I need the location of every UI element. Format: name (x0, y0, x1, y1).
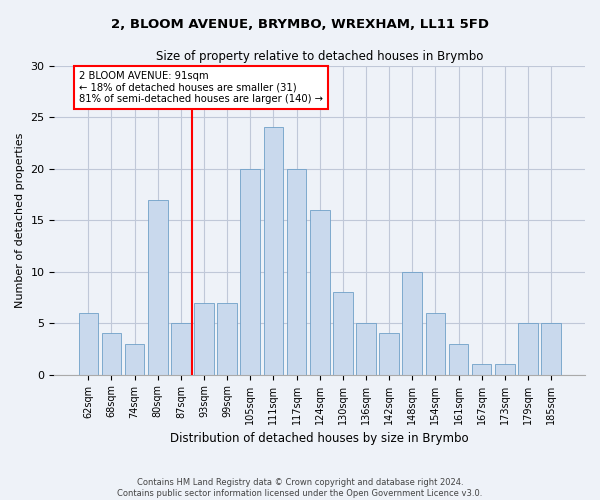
Text: Contains HM Land Registry data © Crown copyright and database right 2024.
Contai: Contains HM Land Registry data © Crown c… (118, 478, 482, 498)
X-axis label: Distribution of detached houses by size in Brymbo: Distribution of detached houses by size … (170, 432, 469, 445)
Bar (379, 334, 399, 374)
Bar (310, 210, 329, 374)
Bar (425, 313, 445, 374)
Bar (495, 364, 515, 374)
Bar (263, 128, 283, 374)
Bar (449, 344, 469, 374)
Text: 2 BLOOM AVENUE: 91sqm
← 18% of detached houses are smaller (31)
81% of semi-deta: 2 BLOOM AVENUE: 91sqm ← 18% of detached … (79, 70, 323, 104)
Bar (472, 364, 491, 374)
Y-axis label: Number of detached properties: Number of detached properties (15, 132, 25, 308)
Text: 2, BLOOM AVENUE, BRYMBO, WREXHAM, LL11 5FD: 2, BLOOM AVENUE, BRYMBO, WREXHAM, LL11 5… (111, 18, 489, 30)
Bar (287, 168, 307, 374)
Bar (241, 168, 260, 374)
Title: Size of property relative to detached houses in Brymbo: Size of property relative to detached ho… (156, 50, 484, 63)
Bar (403, 272, 422, 374)
Bar (125, 344, 145, 374)
Bar (101, 334, 121, 374)
Bar (171, 323, 191, 374)
Bar (356, 323, 376, 374)
Bar (217, 302, 237, 374)
Bar (148, 200, 167, 374)
Bar (541, 323, 561, 374)
Bar (518, 323, 538, 374)
Bar (194, 302, 214, 374)
Bar (79, 313, 98, 374)
Bar (333, 292, 353, 374)
